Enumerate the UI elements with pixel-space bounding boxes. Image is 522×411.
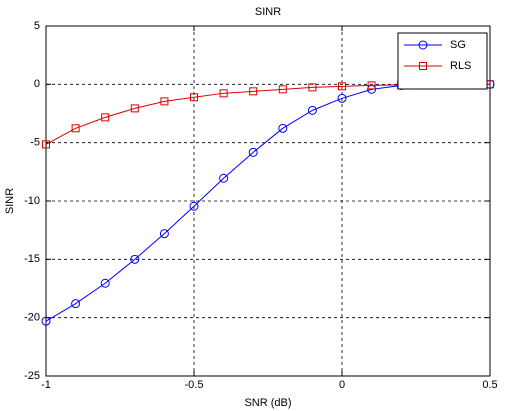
x-tick-label: -1: [41, 379, 51, 391]
y-tick-label: 0: [34, 78, 40, 90]
legend-marker: [419, 62, 427, 70]
y-tick-label: -15: [24, 253, 40, 265]
marker: [130, 254, 140, 264]
marker: [42, 140, 50, 149]
legend-box: [397, 32, 488, 90]
marker: [71, 124, 80, 133]
marker: [189, 201, 199, 211]
x-axis-label: SNR (dB): [244, 397, 291, 409]
legend-marker: [418, 40, 428, 50]
marker: [160, 97, 169, 106]
marker: [278, 85, 287, 94]
legend-label: SG: [450, 39, 466, 51]
marker: [190, 93, 198, 102]
axes-frame: [45, 25, 491, 377]
marker: [337, 93, 347, 103]
marker: [248, 147, 258, 157]
marker: [307, 105, 317, 115]
x-tick-label: 0: [339, 379, 345, 391]
x-tick-label: 0.5: [482, 379, 497, 391]
legend-label: RLS: [450, 60, 471, 72]
marker: [367, 81, 376, 90]
marker: [130, 104, 139, 113]
y-tick-label: -10: [24, 195, 40, 207]
marker: [41, 316, 51, 326]
marker: [159, 229, 169, 239]
y-tick-label: -25: [24, 370, 40, 382]
y-tick-label: -5: [30, 137, 40, 149]
y-tick-label: -20: [24, 312, 40, 324]
marker: [101, 113, 110, 122]
x-tick-label: -0.5: [185, 379, 204, 391]
y-tick-label: 5: [34, 20, 40, 32]
marker: [219, 89, 228, 98]
y-axis-label: SINR: [4, 188, 16, 214]
marker: [338, 82, 346, 91]
chart-title: SINR: [255, 6, 281, 18]
legend: SG RLS: [397, 32, 488, 90]
marker: [278, 123, 288, 133]
marker: [100, 278, 110, 288]
marker: [71, 299, 81, 309]
marker: [219, 173, 229, 183]
marker: [308, 83, 317, 92]
marker: [249, 87, 258, 96]
